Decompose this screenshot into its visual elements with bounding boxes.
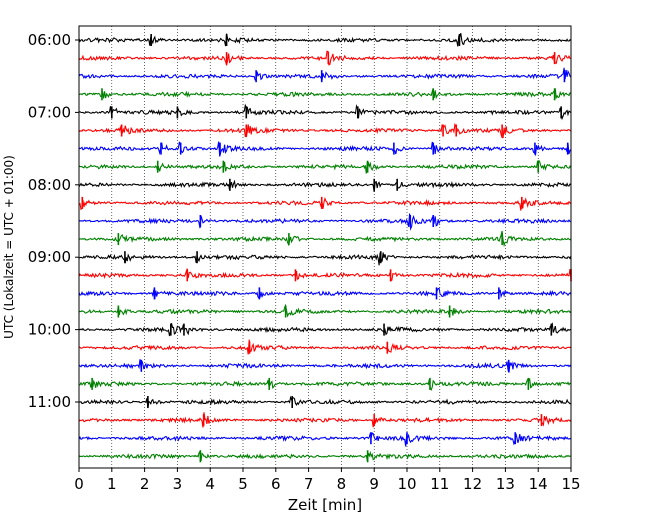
trace-11:00: [78, 395, 572, 409]
y-axis: 06:00 07:00 08:00 09:00 10:00 11:00: [28, 31, 79, 411]
y-tick-label-0: 06:00: [28, 31, 71, 49]
x-tick-label-4: 4: [205, 475, 215, 493]
y-tick-label-3: 09:00: [28, 248, 71, 266]
trace-07:15: [78, 122, 572, 139]
trace-06:00: [78, 33, 572, 47]
x-tick-label-2: 2: [140, 475, 150, 493]
x-tick-label-8: 8: [337, 475, 347, 493]
trace-06:45: [78, 87, 572, 100]
x-tick-label-12: 12: [463, 475, 482, 493]
x-tick-label-5: 5: [238, 475, 248, 493]
trace-06:30: [78, 67, 572, 81]
y-tick-label-2: 08:00: [28, 176, 71, 194]
trace-07:00: [79, 103, 572, 121]
trace-09:45: [78, 303, 572, 318]
x-tick-label-13: 13: [496, 475, 515, 493]
trace-09:30: [78, 287, 572, 300]
trace-11:30: [78, 432, 572, 447]
trace-09:00: [78, 252, 572, 266]
x-tick-label-9: 9: [369, 475, 379, 493]
x-tick-label-14: 14: [529, 475, 548, 493]
trace-11:15: [78, 412, 572, 428]
x-tick-label-7: 7: [304, 475, 314, 493]
x-tick-label-3: 3: [173, 475, 183, 493]
x-tick-label-0: 0: [74, 475, 84, 493]
y-tick-label-1: 07:00: [28, 103, 71, 121]
trace-08:15: [78, 197, 572, 211]
x-axis-label: Zeit [min]: [288, 496, 362, 514]
trace-09:15: [78, 268, 572, 282]
traces: [78, 33, 572, 463]
trace-10:15: [78, 339, 572, 355]
trace-10:00: [78, 322, 572, 337]
x-tick-label-6: 6: [271, 475, 281, 493]
trace-07:45: [78, 160, 572, 174]
x-tick-label-11: 11: [430, 475, 449, 493]
plot-frame: [78, 25, 572, 469]
trace-06:15: [78, 50, 572, 66]
y-axis-label: UTC (Lokalzeit = UTC + 01:00): [2, 155, 16, 339]
trace-10:45: [79, 377, 572, 391]
x-tick-label-10: 10: [397, 475, 416, 493]
trace-08:00: [78, 179, 572, 192]
trace-08:45: [78, 230, 572, 248]
trace-10:30: [78, 359, 572, 373]
y-tick-label-5: 11:00: [28, 393, 71, 411]
trace-11:45: [78, 449, 572, 462]
y-tick-label-4: 10:00: [28, 321, 71, 339]
x-axis: 0 1 2 3 4 5 6 7 8 9 10 11 12 13 14 15: [74, 468, 581, 493]
x-tick-label-1: 1: [107, 475, 117, 493]
x-tick-label-15: 15: [561, 475, 580, 493]
trace-08:30: [78, 213, 572, 231]
